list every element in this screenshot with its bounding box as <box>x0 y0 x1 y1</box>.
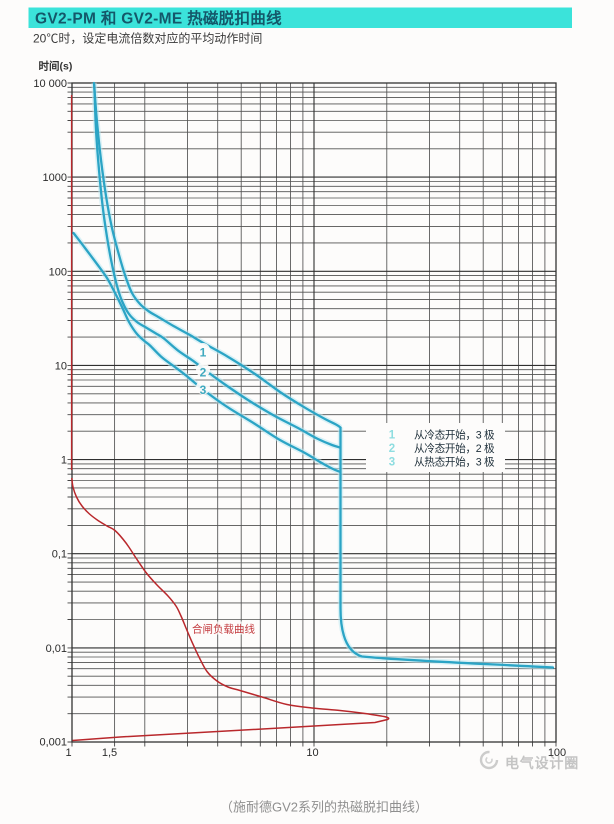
svg-text:1: 1 <box>61 455 67 467</box>
svg-text:从热态开始，3 极: 从热态开始，3 极 <box>414 456 495 469</box>
svg-text:10: 10 <box>306 747 318 759</box>
svg-text:100: 100 <box>548 747 566 759</box>
svg-text:0,001: 0,001 <box>39 737 67 749</box>
svg-text:20℃时，设定电流倍数对应的平均动作时间: 20℃时，设定电流倍数对应的平均动作时间 <box>33 31 262 46</box>
svg-text:0,01: 0,01 <box>46 643 67 655</box>
svg-text:GV2-PM 和 GV2-ME 热磁脱扣曲线: GV2-PM 和 GV2-ME 热磁脱扣曲线 <box>35 9 282 28</box>
svg-text:1: 1 <box>65 747 71 759</box>
svg-text:100: 100 <box>49 266 67 278</box>
svg-text:合闸负载曲线: 合闸负载曲线 <box>192 623 255 636</box>
svg-text:时间(s): 时间(s) <box>39 60 73 73</box>
svg-text:3: 3 <box>389 457 395 469</box>
svg-text:3: 3 <box>200 383 207 397</box>
svg-text:10 000: 10 000 <box>33 78 67 90</box>
svg-text:1,5: 1,5 <box>102 747 117 759</box>
svg-text:从冷态开始，2 极: 从冷态开始，2 极 <box>414 442 495 455</box>
svg-text:10: 10 <box>55 360 67 372</box>
svg-text:1000: 1000 <box>43 172 67 184</box>
svg-text:2: 2 <box>200 366 207 380</box>
svg-text:2: 2 <box>389 443 395 455</box>
svg-text:从冷态开始，3 极: 从冷态开始，3 极 <box>414 429 495 442</box>
svg-text:1: 1 <box>389 430 396 442</box>
svg-text:1: 1 <box>200 346 207 360</box>
svg-text:（施耐德GV2系列的热磁脱扣曲线）: （施耐德GV2系列的热磁脱扣曲线） <box>220 800 428 815</box>
svg-text:电气设计圈: 电气设计圈 <box>505 755 579 771</box>
svg-text:0,1: 0,1 <box>52 549 67 561</box>
